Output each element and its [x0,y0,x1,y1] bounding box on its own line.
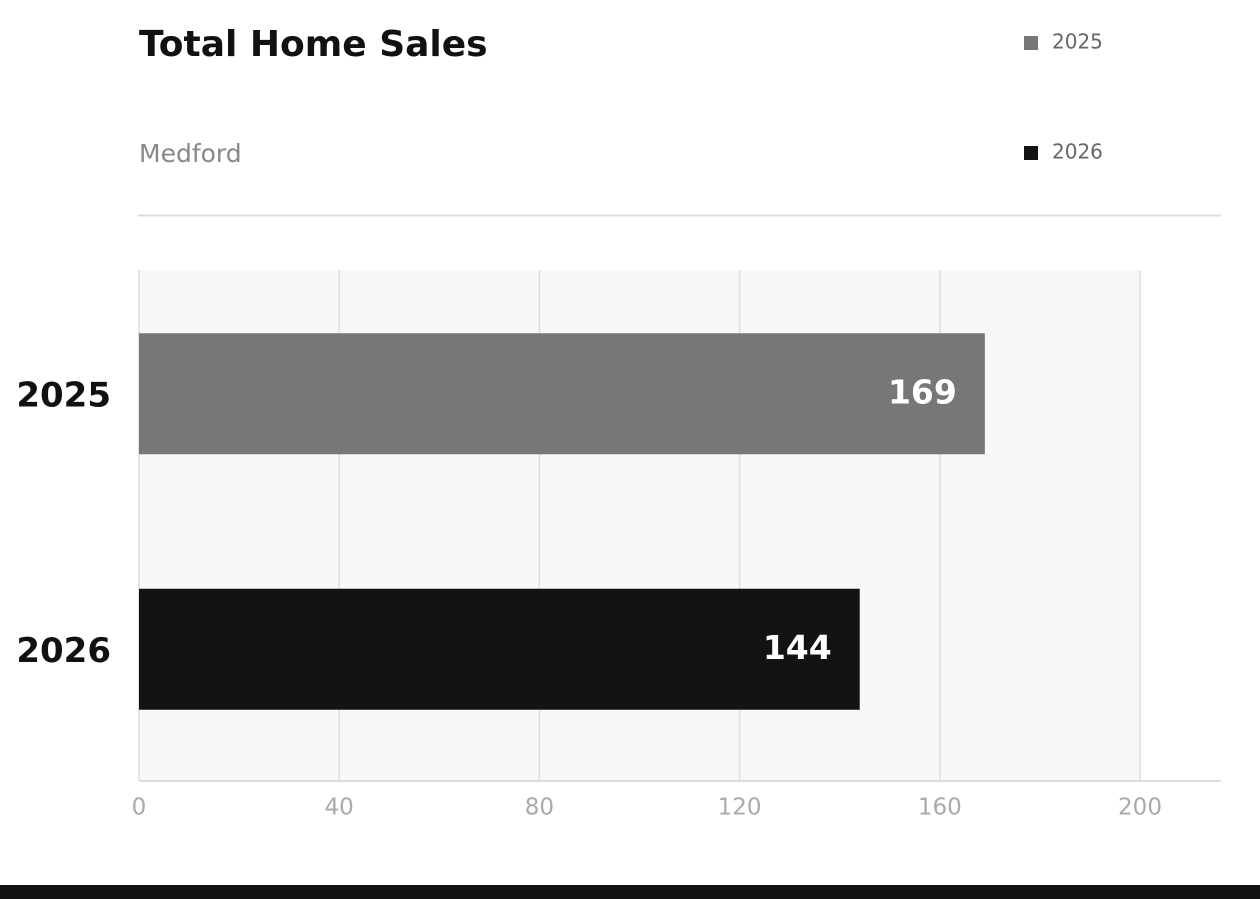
bar [139,333,985,455]
y-tick-label: 2026 [16,631,111,671]
chart-subtitle: Medford [139,139,242,168]
y-tick-label: 2025 [16,375,111,415]
x-tick-label: 160 [918,795,962,821]
x-tick-label: 200 [1118,795,1162,821]
chart-title: Total Home Sales [139,24,488,65]
x-tick-label: 120 [718,795,762,821]
bar [139,588,860,710]
x-tick-label: 0 [132,795,147,821]
x-tick-label: 40 [325,795,354,821]
value-label: 169 [888,372,957,411]
legend-label: 2025 [1052,30,1103,54]
footer-bar [0,885,1260,899]
legend-swatch [1024,146,1038,160]
legend-label: 2026 [1052,140,1103,164]
legend-swatch [1024,36,1038,50]
x-tick-label: 80 [525,795,554,821]
value-label: 144 [763,628,832,667]
